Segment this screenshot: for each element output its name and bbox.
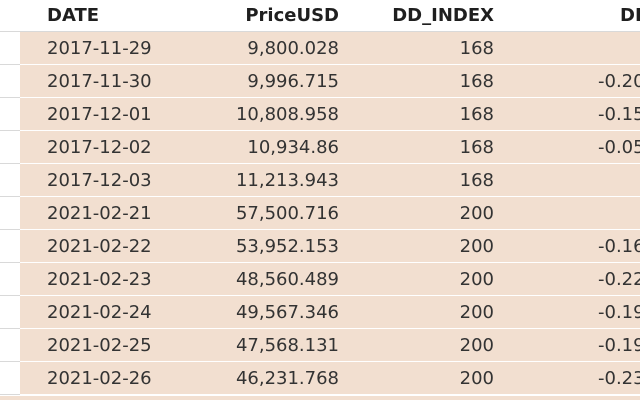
row-gutter[interactable] [0,98,20,131]
table-row[interactable]: 2021-02-24 49,567.346 200 -0.19 [20,296,640,329]
cell-date[interactable]: 2017-12-01 [47,104,152,125]
cell-date[interactable]: 2021-02-22 [47,236,152,257]
row-gutter[interactable] [0,230,20,263]
row-gutter[interactable] [0,296,20,329]
cell-date[interactable]: 2017-12-02 [47,137,152,158]
row-gutter[interactable] [0,65,20,98]
cell-dd-index[interactable]: 200 [459,269,494,290]
table-row[interactable]: 2017-11-30 9,996.715 168 -0.20 [20,65,640,98]
column-header-date[interactable]: DATE [47,5,100,26]
cell-dd-index[interactable]: 168 [459,104,494,125]
cell-dd-index[interactable]: 200 [459,203,494,224]
row-gutter[interactable] [0,263,20,296]
cell-priceusd[interactable]: 46,231.768 [235,368,339,389]
cell-dd-index[interactable]: 200 [459,302,494,323]
row-gutter[interactable] [0,329,20,362]
cell-date[interactable]: 2017-11-30 [47,71,152,92]
row-gutter[interactable] [0,197,20,230]
row-gutter[interactable] [0,131,20,164]
cell-dd-index[interactable]: 168 [459,71,494,92]
table-row[interactable]: 2017-11-29 9,800.028 168 [20,32,640,65]
table-header-row: DATE PriceUSD DD_INDEX DI [0,0,640,32]
cell-truncated[interactable]: -0.23 [598,368,640,389]
cell-dd-index[interactable]: 168 [459,137,494,158]
table-row[interactable]: 2021-02-23 48,560.489 200 -0.22 [20,263,640,296]
cell-priceusd[interactable]: 49,567.346 [235,302,339,323]
column-header-dd-index[interactable]: DD_INDEX [392,5,494,26]
cell-priceusd[interactable]: 11,213.943 [235,170,339,191]
column-header-truncated[interactable]: DI [620,5,640,26]
row-gutter[interactable] [0,164,20,197]
table-row[interactable]: 2021-02-25 47,568.131 200 -0.19 [20,329,640,362]
cell-truncated[interactable]: -0.20 [598,71,640,92]
cell-date[interactable]: 2017-12-03 [47,170,152,191]
table-bottom-edge [0,396,640,400]
cell-priceusd[interactable]: 10,934.86 [247,137,339,158]
table-row[interactable]: 2017-12-03 11,213.943 168 [20,164,640,197]
cell-dd-index[interactable]: 168 [459,38,494,59]
table-row[interactable]: 2021-02-22 53,952.153 200 -0.16 [20,230,640,263]
cell-date[interactable]: 2017-11-29 [47,38,152,59]
cell-truncated[interactable]: -0.19 [598,335,640,356]
cell-truncated[interactable]: -0.16 [598,236,640,257]
cell-priceusd[interactable]: 47,568.131 [235,335,339,356]
cell-date[interactable]: 2021-02-24 [47,302,152,323]
cell-truncated[interactable]: -0.22 [598,269,640,290]
cell-dd-index[interactable]: 200 [459,335,494,356]
cell-dd-index[interactable]: 200 [459,236,494,257]
column-header-priceusd[interactable]: PriceUSD [245,5,339,26]
table-row[interactable]: 2017-12-01 10,808.958 168 -0.15 [20,98,640,131]
cell-priceusd[interactable]: 9,800.028 [247,38,339,59]
table-row[interactable]: 2017-12-02 10,934.86 168 -0.05 [20,131,640,164]
cell-dd-index[interactable]: 168 [459,170,494,191]
cell-priceusd[interactable]: 9,996.715 [247,71,339,92]
cell-priceusd[interactable]: 57,500.716 [235,203,339,224]
cell-priceusd[interactable]: 48,560.489 [235,269,339,290]
cell-date[interactable]: 2021-02-23 [47,269,152,290]
cell-priceusd[interactable]: 53,952.153 [235,236,339,257]
cell-date[interactable]: 2021-02-25 [47,335,152,356]
cell-priceusd[interactable]: 10,808.958 [235,104,339,125]
table-row[interactable]: 2021-02-21 57,500.716 200 [20,197,640,230]
cell-dd-index[interactable]: 200 [459,368,494,389]
cell-truncated[interactable]: -0.19 [598,302,640,323]
table-row[interactable]: 2021-02-26 46,231.768 200 -0.23 [20,362,640,395]
cell-date[interactable]: 2021-02-21 [47,203,152,224]
row-gutter[interactable] [0,32,20,65]
row-gutter[interactable] [0,362,20,395]
cell-date[interactable]: 2021-02-26 [47,368,152,389]
cell-truncated[interactable]: -0.15 [598,104,640,125]
cell-truncated[interactable]: -0.05 [598,137,640,158]
